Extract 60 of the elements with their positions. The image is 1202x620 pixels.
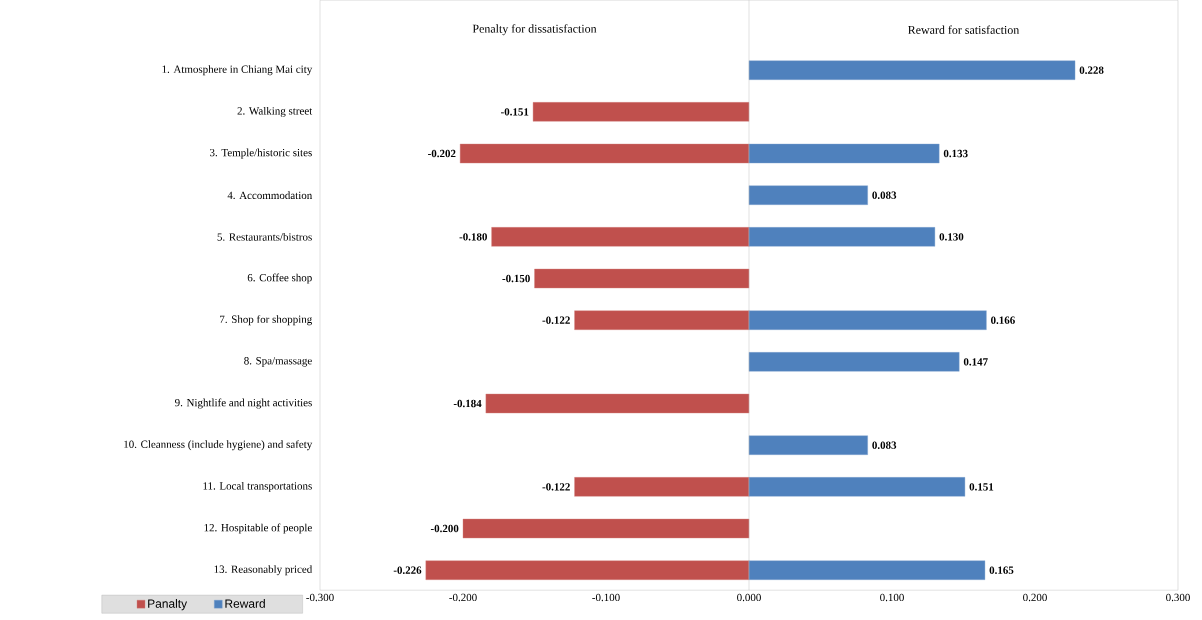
x-tick-label: -0.300 (306, 593, 334, 602)
data-label: -0.200 (430, 524, 459, 533)
x-tick-label: 0.200 (1023, 593, 1047, 602)
x-tick-label: 0.100 (880, 593, 904, 602)
data-label: 0.083 (872, 191, 897, 199)
y-tick-label: 2. Walking street (237, 106, 313, 117)
bar (532, 102, 750, 122)
x-tick-label: -0.100 (592, 593, 620, 602)
bar (462, 518, 750, 539)
bar (425, 560, 750, 580)
y-tick-label: 8. Spa/massage (244, 356, 312, 367)
bar (748, 310, 987, 330)
y-tick-label: 1. Atmosphere in Chiang Mai city (162, 65, 313, 76)
bar (491, 227, 750, 247)
data-label: 0.147 (963, 358, 988, 366)
data-label: 0.228 (1079, 66, 1104, 74)
y-tick-label: 6. Coffee shop (247, 273, 312, 284)
x-tick-label: -0.200 (449, 593, 477, 602)
data-label: -0.151 (500, 108, 529, 116)
bar (748, 185, 868, 205)
bar (748, 143, 940, 164)
data-label: -0.122 (542, 316, 570, 324)
bar (748, 352, 960, 372)
y-tick-label: 5. Restaurants/bistros (217, 232, 312, 241)
y-tick-label: 13. Reasonably priced (214, 565, 313, 576)
bar (748, 560, 986, 580)
x-tick-label: 0.300 (1166, 593, 1190, 602)
data-label: -0.202 (428, 149, 456, 158)
y-tick-label: 11. Local transportations (203, 481, 312, 492)
text: Penalty for dissatisfaction (472, 24, 597, 36)
data-label: 0.166 (991, 316, 1015, 324)
data-label: 0.083 (872, 441, 897, 449)
bar (748, 435, 868, 455)
data-label: -0.226 (393, 566, 422, 574)
y-tick-label: 12. Hospitable of people (204, 523, 312, 534)
x-tick-label: 0.000 (737, 593, 761, 602)
data-label: -0.180 (459, 233, 487, 241)
y-tick-label: 3. Temple/historic sites (210, 148, 312, 159)
y-tick-label: 4. Accommodation (227, 191, 313, 199)
bar (574, 310, 750, 330)
legend-label: Reward (225, 599, 265, 608)
data-label: -0.150 (502, 274, 530, 283)
bar (748, 60, 1076, 80)
data-label: 0.130 (939, 233, 964, 241)
bar (748, 477, 966, 497)
data-label: 0.151 (969, 483, 994, 491)
legend-label: Panalty (148, 599, 188, 611)
bar (534, 268, 750, 289)
y-tick-label: 7. Shop for shopping (220, 315, 313, 326)
bar (574, 477, 750, 497)
data-label: 0.165 (989, 566, 1014, 574)
data-label: -0.184 (453, 399, 482, 408)
text: Reward for satisfaction (908, 25, 1020, 34)
bar (748, 227, 936, 247)
bar (485, 393, 750, 414)
data-label: 0.133 (943, 149, 968, 158)
y-tick-label: 9. Nightlife and night activities (175, 398, 312, 409)
data-label: -0.122 (542, 483, 570, 491)
y-tick-label: 10. Cleanness (include hygiene) and safety (124, 440, 313, 451)
bar (459, 143, 750, 164)
